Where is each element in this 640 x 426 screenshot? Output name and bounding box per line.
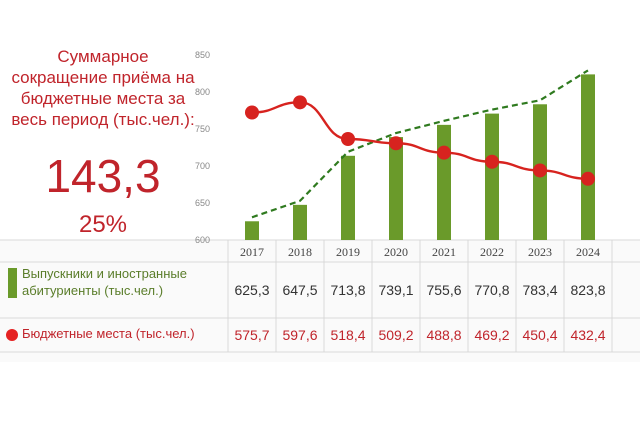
budget-value-cell: 450,4 <box>522 327 557 343</box>
budget-point-2021 <box>437 145 451 160</box>
legend-line-marker <box>6 329 18 341</box>
budget-value-cell: 488,8 <box>426 327 461 343</box>
bar-2022 <box>485 113 499 240</box>
year-label: 2019 <box>336 245 360 259</box>
year-label: 2022 <box>480 245 504 259</box>
budget-value-cell: 469,2 <box>474 327 509 343</box>
graduates-value-cell: 770,8 <box>474 282 509 298</box>
budget-value-cell: 518,4 <box>330 327 365 343</box>
year-label: 2021 <box>432 245 456 259</box>
budget-value-cell: 509,2 <box>378 327 413 343</box>
y-tick-label: 800 <box>195 87 210 97</box>
y-tick-label: 650 <box>195 198 210 208</box>
y-tick-label: 850 <box>195 50 210 60</box>
year-label: 2023 <box>528 245 552 259</box>
y-tick-label: 750 <box>195 124 210 134</box>
graduates-value-cell: 625,3 <box>234 282 269 298</box>
budget-point-2024 <box>581 171 595 186</box>
bar-2021 <box>437 124 451 240</box>
graduates-value-cell: 713,8 <box>330 282 365 298</box>
graduates-trend-line <box>251 69 589 219</box>
bar-2020 <box>389 137 403 240</box>
budget-value-cell: 597,6 <box>282 327 317 343</box>
summary-title: Суммарное сокращение приёма на бюджетные… <box>11 47 195 129</box>
budget-point-2023 <box>533 163 547 178</box>
year-label: 2018 <box>288 245 312 259</box>
legend-bar-swatch <box>8 268 17 298</box>
graduates-value-cell: 755,6 <box>426 282 461 298</box>
budget-point-2020 <box>389 136 403 151</box>
bar-2019 <box>341 155 355 240</box>
budget-value-cell: 432,4 <box>570 327 605 343</box>
bar-2017 <box>245 221 259 240</box>
year-label: 2024 <box>576 245 600 259</box>
graduates-value-cell: 783,4 <box>522 282 557 298</box>
graduates-value-cell: 823,8 <box>570 282 605 298</box>
year-label: 2017 <box>240 245 264 259</box>
reduction-percent: 25% <box>78 211 128 238</box>
budget-point-2019 <box>341 131 355 146</box>
budget-point-2017 <box>245 105 259 120</box>
table-background <box>0 240 640 362</box>
graduates-value-cell: 647,5 <box>282 282 317 298</box>
year-label: 2020 <box>384 245 408 259</box>
graduates-value-cell: 739,1 <box>378 282 413 298</box>
legend-graduates-label: Выпускники и иностранные абитуриенты (ты… <box>22 266 187 298</box>
legend-budget-label: Бюджетные места (тыс.чел.) <box>22 326 195 341</box>
budget-value-cell: 575,7 <box>234 327 269 343</box>
budget-point-2018 <box>293 95 307 110</box>
y-tick-label: 700 <box>195 161 210 171</box>
total-reduction-value: 143,3 <box>45 150 161 202</box>
bar-2018 <box>293 204 307 240</box>
budget-point-2022 <box>485 154 499 169</box>
bar-2024 <box>581 74 595 240</box>
y-tick-label: 600 <box>195 235 210 245</box>
